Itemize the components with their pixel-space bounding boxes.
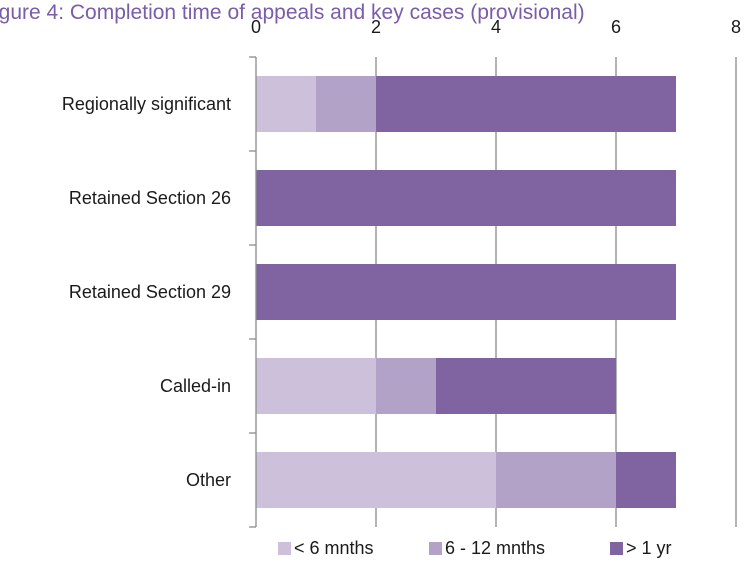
category-label: Retained Section 26: [69, 188, 231, 208]
bar-segment: [256, 264, 676, 320]
x-tick-label: 8: [731, 17, 741, 37]
x-tick-label: 4: [491, 17, 501, 37]
legend: < 6 mnths 6 - 12 mnths > 1 yr: [278, 538, 672, 558]
bar-segment: [316, 76, 376, 132]
bars: [256, 76, 676, 508]
x-tick-label: 6: [611, 17, 621, 37]
bar-segment: [256, 170, 676, 226]
bar-segment: [256, 358, 376, 414]
category-labels: Regionally significant Retained Section 2…: [62, 94, 231, 490]
legend-swatch: [610, 542, 623, 555]
bar-segment: [496, 452, 616, 508]
category-label: Called-in: [160, 376, 231, 396]
legend-label: 6 - 12 mnths: [445, 538, 545, 558]
bar-segment: [256, 452, 496, 508]
x-tick-label: 2: [371, 17, 381, 37]
x-tick-label: 0: [251, 17, 261, 37]
bar-segment: [616, 452, 676, 508]
legend-label: < 6 mnths: [294, 538, 374, 558]
legend-swatch: [429, 542, 442, 555]
category-label: Other: [186, 470, 231, 490]
legend-label: > 1 yr: [626, 538, 672, 558]
legend-swatch: [278, 542, 291, 555]
x-axis-tick-labels: 0 2 4 6 8: [251, 17, 741, 37]
category-label: Retained Section 29: [69, 282, 231, 302]
bar-segment: [256, 76, 316, 132]
bar-segment: [376, 76, 676, 132]
bar-segment: [376, 358, 436, 414]
bar-segment: [436, 358, 616, 414]
category-label: Regionally significant: [62, 94, 231, 114]
chart-title: igure 4: Completion time of appeals and …: [0, 1, 585, 24]
axes: [249, 56, 257, 528]
